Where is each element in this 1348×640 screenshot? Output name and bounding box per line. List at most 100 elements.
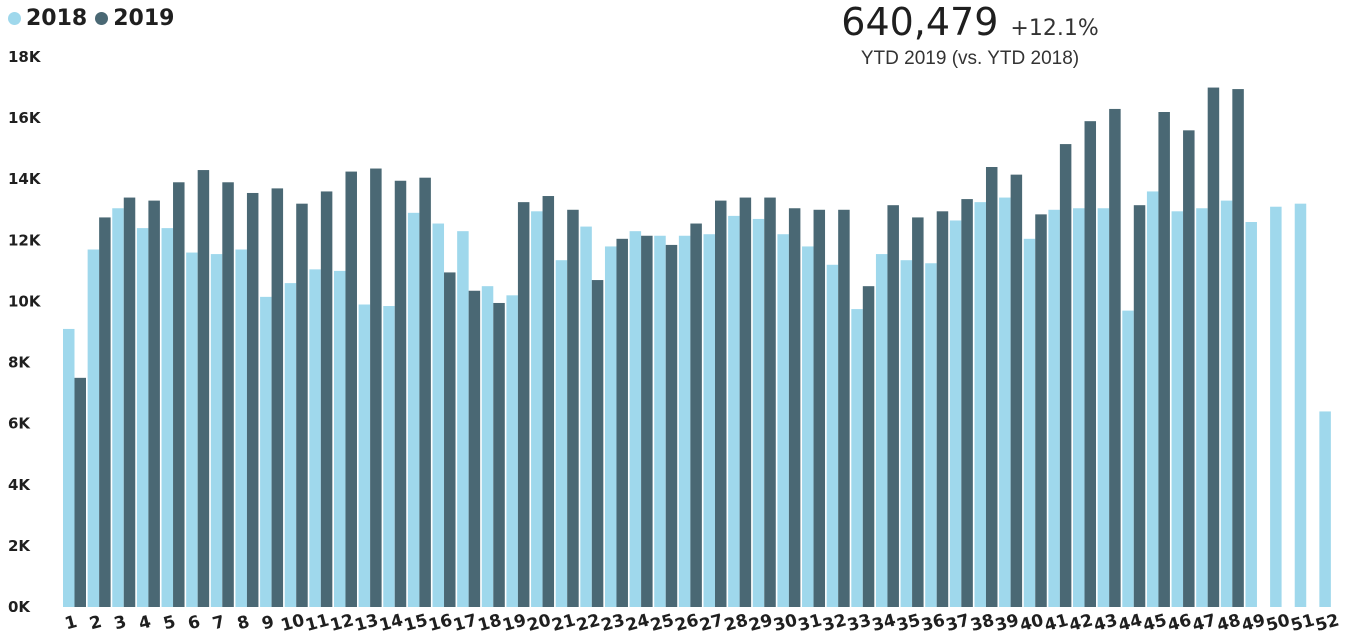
bar-2019-week-32[interactable] [838, 209, 850, 607]
bar-2018-week-37[interactable] [949, 220, 962, 607]
bar-2018-week-18[interactable] [481, 286, 494, 607]
bar-2018-week-43[interactable] [1097, 208, 1110, 607]
bar-2018-week-32[interactable] [826, 264, 839, 607]
bar-2018-week-22[interactable] [580, 226, 592, 607]
bar-2018-week-15[interactable] [407, 212, 420, 607]
bar-2018-week-31[interactable] [802, 246, 814, 607]
bar-2019-week-41[interactable] [1059, 144, 1072, 607]
bar-2019-week-45[interactable] [1158, 112, 1170, 607]
bar-2018-week-40[interactable] [1023, 238, 1036, 607]
bar-2018-week-44[interactable] [1122, 310, 1134, 607]
bar-2018-week-39[interactable] [999, 197, 1011, 607]
bar-2019-week-39[interactable] [1010, 174, 1023, 607]
bar-2018-week-47[interactable] [1196, 208, 1208, 607]
bar-2019-week-17[interactable] [468, 290, 481, 607]
bar-2018-week-36[interactable] [925, 263, 937, 607]
bar-2018-week-38[interactable] [974, 202, 986, 607]
bar-2019-week-23[interactable] [616, 238, 628, 607]
bar-2018-week-35[interactable] [900, 260, 913, 607]
bar-2018-week-8[interactable] [235, 249, 247, 608]
bar-2018-week-1[interactable] [63, 328, 75, 607]
bar-2018-week-27[interactable] [703, 234, 716, 607]
bar-2018-week-26[interactable] [678, 235, 691, 607]
bar-2019-week-9[interactable] [271, 188, 284, 607]
bar-2018-week-30[interactable] [777, 234, 789, 607]
bar-2018-week-34[interactable] [875, 254, 888, 607]
bar-2018-week-16[interactable] [432, 223, 445, 607]
bar-2019-week-42[interactable] [1084, 121, 1097, 608]
bar-2019-week-1[interactable] [74, 377, 87, 607]
bar-2019-week-33[interactable] [862, 286, 875, 607]
bar-2018-week-12[interactable] [333, 270, 346, 607]
legend-item-2018[interactable]: 2018 [8, 6, 87, 31]
bar-2018-week-25[interactable] [654, 235, 666, 607]
bar-2018-week-19[interactable] [506, 295, 518, 607]
bar-2019-week-44[interactable] [1133, 205, 1146, 607]
bar-2019-week-13[interactable] [370, 168, 382, 607]
legend-item-2019[interactable]: 2019 [95, 6, 174, 31]
bar-2019-week-18[interactable] [493, 302, 505, 607]
bar-2018-week-45[interactable] [1146, 191, 1159, 607]
bar-2019-week-31[interactable] [813, 209, 826, 607]
bar-2019-week-47[interactable] [1207, 87, 1220, 607]
bar-2018-week-48[interactable] [1220, 200, 1233, 608]
bar-2019-week-5[interactable] [173, 182, 185, 607]
bar-2019-week-35[interactable] [912, 217, 924, 608]
bar-2019-week-43[interactable] [1109, 108, 1121, 607]
bar-2018-week-9[interactable] [260, 296, 272, 607]
bar-2019-week-25[interactable] [665, 244, 678, 608]
bar-2019-week-4[interactable] [148, 200, 160, 608]
bar-2019-week-21[interactable] [567, 209, 579, 607]
bar-2018-week-5[interactable] [161, 228, 174, 608]
bar-2019-week-2[interactable] [99, 217, 111, 608]
bar-2019-week-19[interactable] [517, 202, 530, 607]
bar-2019-week-38[interactable] [985, 167, 998, 607]
bar-2018-week-28[interactable] [728, 215, 740, 607]
bar-2019-week-40[interactable] [1035, 214, 1047, 608]
bar-2019-week-7[interactable] [222, 182, 234, 607]
bar-2019-week-30[interactable] [788, 208, 801, 607]
bar-2018-week-13[interactable] [358, 304, 371, 608]
bar-2019-week-16[interactable] [444, 272, 456, 607]
bar-2019-week-37[interactable] [961, 199, 973, 607]
bar-2019-week-10[interactable] [296, 203, 308, 608]
bar-2018-week-51[interactable] [1294, 203, 1307, 608]
bar-2018-week-46[interactable] [1171, 211, 1184, 607]
bar-2018-week-6[interactable] [186, 252, 198, 607]
bar-2018-week-49[interactable] [1245, 222, 1257, 607]
bar-2018-week-21[interactable] [555, 260, 568, 607]
bar-2018-week-3[interactable] [112, 208, 124, 607]
bar-2019-week-22[interactable] [591, 280, 604, 607]
bar-2018-week-29[interactable] [752, 218, 765, 607]
bar-2018-week-7[interactable] [210, 254, 223, 607]
bar-2018-week-17[interactable] [457, 231, 469, 608]
bar-2019-week-3[interactable] [123, 197, 136, 607]
bar-2019-week-6[interactable] [197, 170, 210, 607]
bar-2019-week-27[interactable] [715, 200, 727, 608]
bar-2018-week-20[interactable] [531, 211, 543, 607]
bar-2018-week-2[interactable] [87, 249, 100, 608]
bar-2018-week-41[interactable] [1048, 209, 1060, 607]
bar-2018-week-52[interactable] [1319, 411, 1331, 607]
bar-2019-week-15[interactable] [419, 177, 431, 607]
bar-2018-week-11[interactable] [309, 269, 321, 607]
bar-2018-week-50[interactable] [1270, 206, 1282, 607]
bar-2018-week-42[interactable] [1073, 208, 1085, 607]
bar-2018-week-33[interactable] [851, 309, 863, 607]
bar-2019-week-14[interactable] [394, 180, 407, 607]
bar-2019-week-26[interactable] [690, 223, 702, 607]
bar-2019-week-28[interactable] [739, 197, 752, 607]
bar-2018-week-24[interactable] [629, 231, 642, 608]
bar-2018-week-10[interactable] [284, 283, 297, 607]
bar-2018-week-23[interactable] [604, 246, 617, 607]
bar-2019-week-34[interactable] [887, 205, 899, 607]
bar-2019-week-11[interactable] [320, 191, 333, 607]
bar-2019-week-24[interactable] [641, 235, 653, 607]
bar-2019-week-12[interactable] [345, 171, 357, 607]
bar-2019-week-46[interactable] [1183, 130, 1195, 607]
bar-2019-week-29[interactable] [764, 197, 776, 607]
bar-2019-week-48[interactable] [1232, 89, 1244, 607]
bar-2019-week-20[interactable] [542, 196, 555, 607]
bar-2019-week-8[interactable] [246, 192, 259, 607]
bar-2018-week-4[interactable] [136, 228, 149, 608]
